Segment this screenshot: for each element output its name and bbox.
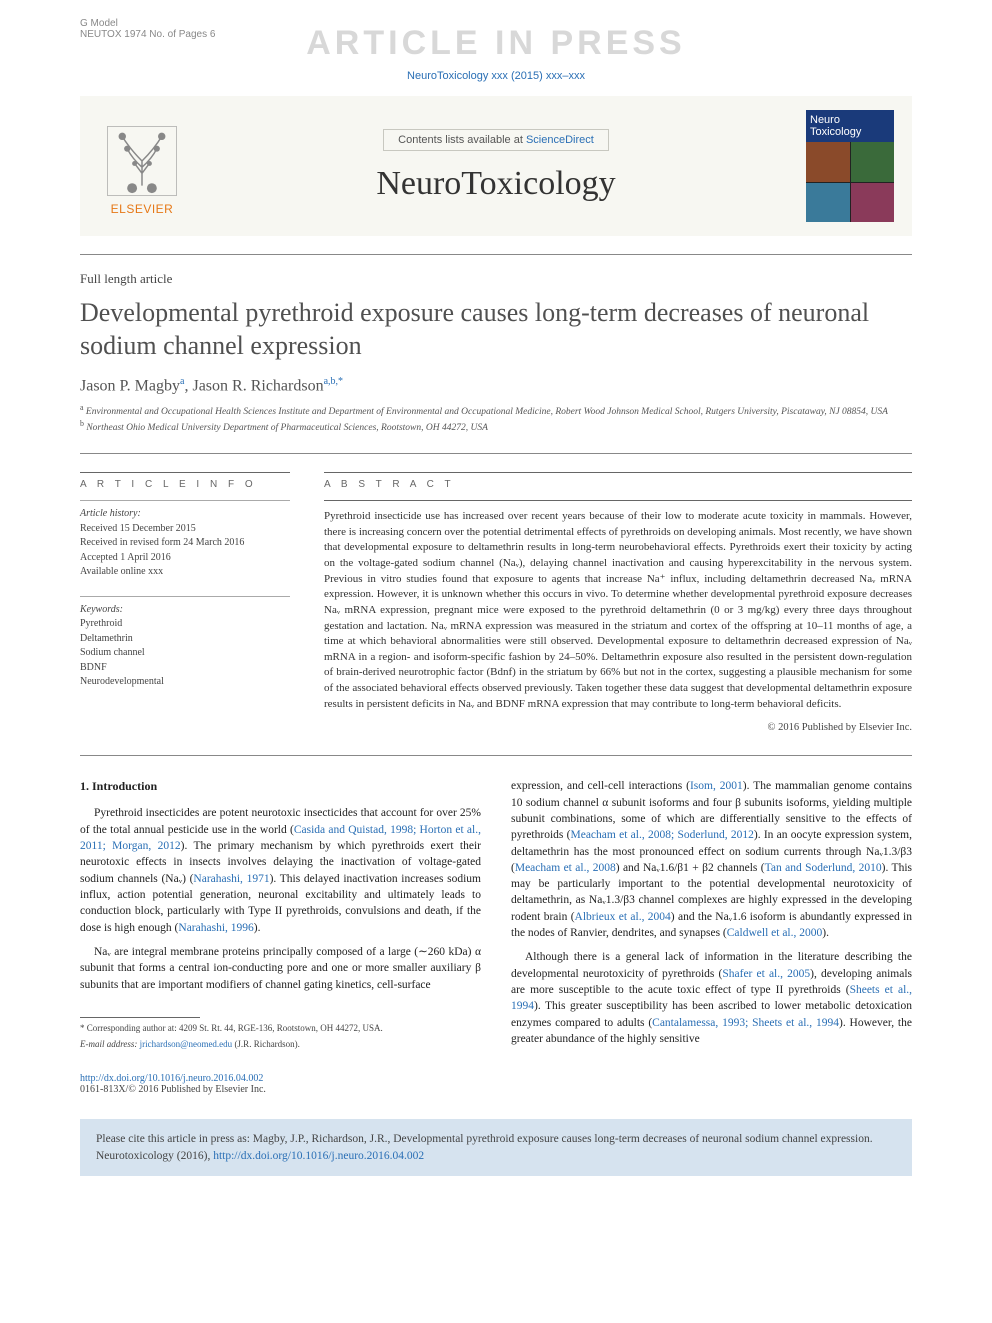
cover-image: [806, 142, 894, 222]
cite[interactable]: Shafer et al., 2005: [722, 968, 810, 980]
affiliations: a Environmental and Occupational Health …: [80, 403, 912, 435]
intro-p2-cont: expression, and cell-cell interactions (…: [511, 778, 912, 941]
journal-name: NeuroToxicology: [186, 165, 806, 203]
press-citation-box: Please cite this article in press as: Ma…: [80, 1119, 912, 1175]
affiliation-a: Environmental and Occupational Health Sc…: [86, 407, 888, 417]
doi-link[interactable]: http://dx.doi.org/10.1016/j.neuro.2016.0…: [80, 1073, 263, 1084]
author-2-aff: a,b,*: [324, 376, 343, 387]
cite[interactable]: Meacham et al., 2008; Soderlund, 2012: [570, 829, 753, 841]
journal-header: ELSEVIER Contents lists available at Sci…: [80, 96, 912, 236]
keywords-block: Keywords: Pyrethroid Deltamethrin Sodium…: [80, 596, 290, 690]
contents-bar: Contents lists available at ScienceDirec…: [383, 129, 609, 151]
divider: [80, 755, 912, 756]
keyword-4: BDNF: [80, 661, 290, 676]
history-received: Received 15 December 2015: [80, 522, 290, 537]
cite[interactable]: Albrieux et al., 2004: [575, 911, 671, 923]
history-revised: Received in revised form 24 March 2016: [80, 536, 290, 551]
body-columns: 1. Introduction Pyrethroid insecticides …: [80, 778, 912, 1055]
cite[interactable]: Isom, 2001: [690, 780, 743, 792]
history-head: Article history:: [80, 507, 290, 522]
history-online: Available online xxx: [80, 565, 290, 580]
keyword-5: Neurodevelopmental: [80, 675, 290, 690]
elsevier-logo: ELSEVIER: [98, 116, 186, 216]
cite[interactable]: Tan and Soderlund, 2010: [765, 862, 882, 874]
right-column: expression, and cell-cell interactions (…: [511, 778, 912, 1055]
press-cite-link[interactable]: http://dx.doi.org/10.1016/j.neuro.2016.0…: [213, 1150, 424, 1162]
article-title: Developmental pyrethroid exposure causes…: [80, 297, 912, 362]
divider: [80, 254, 912, 255]
intro-p1: Pyrethroid insecticides are potent neuro…: [80, 805, 481, 936]
affiliation-b: Northeast Ohio Medical University Depart…: [86, 423, 488, 433]
abstract-copyright: © 2016 Published by Elsevier Inc.: [324, 722, 912, 733]
keyword-1: Pyrethroid: [80, 617, 290, 632]
divider: [80, 453, 912, 454]
article-type: Full length article: [80, 271, 912, 287]
elsevier-text: ELSEVIER: [111, 202, 174, 216]
keyword-2: Deltamethrin: [80, 632, 290, 647]
intro-p2: Naᵥ are integral membrane proteins princ…: [80, 944, 481, 993]
keyword-3: Sodium channel: [80, 646, 290, 661]
cover-title: Neuro Toxicology: [806, 110, 894, 142]
footnote-rule: [80, 1017, 200, 1018]
abstract-col: A B S T R A C T Pyrethroid insecticide u…: [324, 472, 912, 733]
cite[interactable]: Cantalamessa, 1993; Sheets et al., 1994: [652, 1017, 839, 1029]
abstract-text: Pyrethroid insecticide use has increased…: [324, 500, 912, 712]
author-1-aff: a: [180, 376, 184, 387]
header-center: Contents lists available at ScienceDirec…: [186, 129, 806, 203]
keywords-head: Keywords:: [80, 603, 290, 618]
author-2: Jason R. Richardson: [192, 377, 323, 394]
history-accepted: Accepted 1 April 2016: [80, 551, 290, 566]
doi-block: http://dx.doi.org/10.1016/j.neuro.2016.0…: [80, 1073, 912, 1095]
abstract-label: A B S T R A C T: [324, 472, 912, 490]
intro-p3: Although there is a general lack of info…: [511, 949, 912, 1047]
issn-line: 0161-813X/© 2016 Published by Elsevier I…: [80, 1084, 266, 1095]
cite[interactable]: Narahashi, 1971: [193, 873, 269, 885]
authors-line: Jason P. Magbya, Jason R. Richardsona,b,…: [80, 376, 912, 395]
email-link[interactable]: jrichardson@neomed.edu: [140, 1039, 233, 1049]
tree-icon: [105, 124, 179, 198]
sciencedirect-link[interactable]: ScienceDirect: [526, 134, 594, 146]
info-label: A R T I C L E I N F O: [80, 472, 290, 490]
watermark: ARTICLE IN PRESS: [0, 24, 992, 63]
history-block: Article history: Received 15 December 20…: [80, 500, 290, 580]
email-line: E-mail address: jrichardson@neomed.edu (…: [80, 1038, 481, 1050]
journal-cover: Neuro Toxicology: [806, 110, 894, 222]
corresponding-author: * Corresponding author at: 4209 St. Rt. …: [80, 1022, 481, 1034]
cite[interactable]: Caldwell et al., 2000: [727, 927, 823, 939]
author-1: Jason P. Magby: [80, 377, 180, 394]
article-info-col: A R T I C L E I N F O Article history: R…: [80, 472, 290, 733]
left-column: 1. Introduction Pyrethroid insecticides …: [80, 778, 481, 1055]
cite[interactable]: Meacham et al., 2008: [515, 862, 616, 874]
cite[interactable]: Narahashi, 1996: [178, 922, 253, 934]
contents-text: Contents lists available at: [398, 134, 526, 146]
intro-heading: 1. Introduction: [80, 778, 481, 795]
